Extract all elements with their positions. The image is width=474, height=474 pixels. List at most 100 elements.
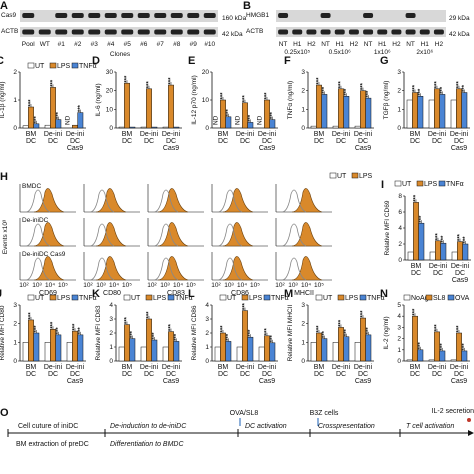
band-actb xyxy=(22,29,35,35)
category-label: DC xyxy=(122,371,132,378)
significance-mark: *** xyxy=(270,335,276,343)
hist-lps xyxy=(291,188,323,213)
significance-mark: *** xyxy=(73,323,79,331)
significance-mark: *** xyxy=(414,194,420,202)
legend-label-m: LPS xyxy=(345,295,359,302)
bar-lps xyxy=(72,330,78,362)
y-tick-label: 0 xyxy=(13,358,17,365)
hist-marker-label: CD80 xyxy=(103,290,121,297)
category-label: De-ini xyxy=(258,364,277,371)
significance-mark: *** xyxy=(147,81,153,89)
significance-mark: *** xyxy=(458,233,464,241)
hist-lps xyxy=(222,222,254,247)
y-axis-label: Relative MFI CD83 xyxy=(95,305,102,360)
hist-ut xyxy=(25,223,51,247)
hist-lps xyxy=(157,188,189,213)
legend-label-k: UT xyxy=(131,295,141,302)
bar-ut xyxy=(450,99,457,129)
bar-lps xyxy=(220,99,226,129)
y-tick-label: 6 xyxy=(398,209,402,216)
y-axis-label: IL-6 (ng/ml) xyxy=(95,83,102,116)
category-label: Cas9 xyxy=(163,145,179,152)
step-label: DC activation xyxy=(245,423,287,430)
significance-mark: *** xyxy=(56,111,62,119)
category-label: BM xyxy=(218,364,229,371)
hist-ut xyxy=(89,257,115,281)
y-axis-label: Relative MFI CD80 xyxy=(0,305,6,360)
y-tick-label: 0 xyxy=(205,125,209,132)
bar-ut xyxy=(162,126,169,129)
significance-mark: *** xyxy=(419,215,425,223)
significance-mark: *** xyxy=(435,81,441,89)
timeline-arrow xyxy=(468,430,474,436)
band-actb-b xyxy=(363,29,374,35)
significance-mark: *** xyxy=(440,343,446,351)
y-tick-label: 2 xyxy=(301,321,305,328)
y-axis-label: TNFα (ng/ml) xyxy=(287,81,294,119)
significance-mark: *** xyxy=(243,302,249,310)
y-tick-label: 30 xyxy=(106,69,114,76)
bar-lps xyxy=(413,202,419,261)
significance-mark: *** xyxy=(344,329,350,337)
category-label: DC xyxy=(454,138,464,145)
bar-tnf xyxy=(439,94,446,129)
y-tick-label: 10 xyxy=(202,97,210,104)
band-cas9 xyxy=(104,13,117,18)
legend-label-l: TNFα xyxy=(271,295,289,302)
lane-label-b: NT xyxy=(279,41,288,48)
category-label: Cas9 xyxy=(67,378,83,385)
significance-mark: *** xyxy=(248,329,254,337)
bar-tnf xyxy=(173,341,180,362)
step-label: De-induction to de-iniDC xyxy=(110,423,187,430)
y-tick-label: 0 xyxy=(301,125,305,132)
bar-ut xyxy=(44,342,51,362)
group-label: 0.5x10⁶ xyxy=(329,49,352,56)
blot-footer-clones: Clones xyxy=(110,51,131,58)
category-label: De-ini xyxy=(236,364,255,371)
significance-mark: *** xyxy=(344,88,350,96)
category-label: BM xyxy=(411,263,422,270)
hist-x-tick: 10² xyxy=(147,282,157,289)
legend-swatch xyxy=(425,294,433,301)
significance-mark: *** xyxy=(366,327,372,335)
bar-ut xyxy=(310,125,317,129)
bar-ut xyxy=(66,342,73,362)
step-label: B3Z cells xyxy=(310,410,339,417)
category-label: De-ini xyxy=(44,131,63,138)
significance-mark: *** xyxy=(174,333,180,341)
blot-size-cas9: 160 kDa xyxy=(222,15,247,22)
lane-label: #7 xyxy=(157,41,165,48)
bar-lps xyxy=(264,99,270,129)
bar-sl8 xyxy=(412,315,418,362)
significance-mark: *** xyxy=(51,321,57,329)
bar-ut xyxy=(451,251,458,261)
category-label: De-ini xyxy=(354,131,373,138)
bar-tnf xyxy=(33,123,40,129)
bar-ut xyxy=(140,346,147,362)
bar-lps xyxy=(338,327,344,362)
bar-ut xyxy=(429,251,436,261)
bar-ut xyxy=(332,125,339,129)
band-cas9 xyxy=(22,13,35,18)
bar-noag xyxy=(450,359,457,362)
category-label: DC xyxy=(410,138,420,145)
hist-lps xyxy=(222,188,254,213)
hist-x-tick: 10² xyxy=(275,282,285,289)
significance-mark: *** xyxy=(248,114,254,122)
significance-mark: *** xyxy=(78,104,84,112)
hist-x-tick: 10⁵ xyxy=(122,282,132,289)
bar-ut xyxy=(406,99,413,129)
lane-label-b: H2 xyxy=(307,41,316,48)
bar-tnf xyxy=(247,122,254,129)
significance-mark: *** xyxy=(463,236,469,244)
y-tick-label: 4 xyxy=(397,313,401,320)
bar-tnf xyxy=(151,126,158,129)
category-label: DC xyxy=(240,371,250,378)
significance-mark: *** xyxy=(322,86,328,94)
panel-letter-f: F xyxy=(284,55,291,67)
category-label: De-ini xyxy=(236,131,255,138)
band-actb xyxy=(71,29,84,35)
y-tick-label: 2 xyxy=(205,330,209,337)
step-label: BM extraction of preDC xyxy=(16,441,89,448)
band-actb xyxy=(154,29,167,35)
